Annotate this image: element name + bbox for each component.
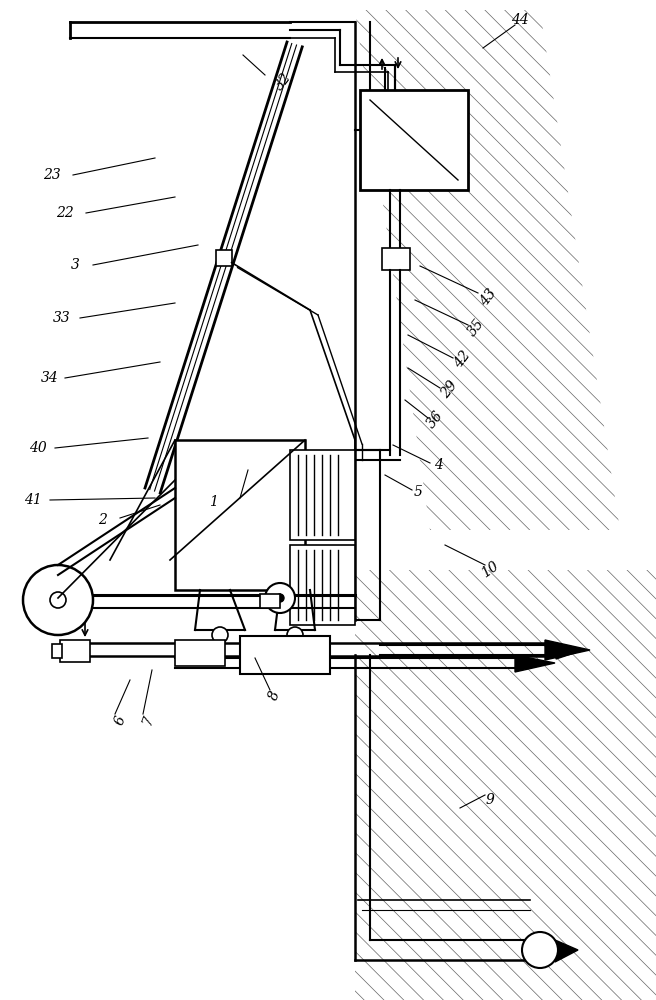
- Circle shape: [276, 594, 284, 602]
- Bar: [382, 248, 410, 270]
- Bar: [175, 440, 305, 590]
- Text: 1: 1: [209, 495, 217, 509]
- Bar: [290, 450, 355, 540]
- Bar: [360, 90, 468, 190]
- Bar: [175, 640, 225, 666]
- Text: 33: 33: [53, 311, 71, 325]
- Bar: [260, 594, 280, 608]
- Text: 23: 23: [43, 168, 61, 182]
- Bar: [60, 640, 90, 662]
- Polygon shape: [556, 643, 580, 659]
- Text: 3: 3: [71, 258, 79, 272]
- Text: 29: 29: [438, 379, 460, 401]
- Text: 32: 32: [272, 71, 294, 93]
- Circle shape: [212, 627, 228, 643]
- Polygon shape: [555, 940, 578, 962]
- Text: 34: 34: [41, 371, 59, 385]
- Text: 22: 22: [56, 206, 74, 220]
- Circle shape: [265, 583, 295, 613]
- Circle shape: [23, 565, 93, 635]
- Text: 2: 2: [98, 513, 108, 527]
- Text: 5: 5: [413, 485, 422, 499]
- Text: 7: 7: [140, 713, 156, 727]
- Bar: [240, 636, 330, 674]
- Circle shape: [287, 627, 303, 643]
- Text: 42: 42: [451, 349, 473, 371]
- Text: 36: 36: [424, 409, 446, 431]
- Text: 10: 10: [479, 559, 501, 581]
- Polygon shape: [515, 655, 555, 672]
- Text: 35: 35: [465, 317, 487, 339]
- Text: 43: 43: [477, 287, 499, 309]
- Text: 40: 40: [29, 441, 47, 455]
- Circle shape: [50, 592, 66, 608]
- Text: 8: 8: [267, 688, 283, 702]
- Circle shape: [522, 932, 558, 968]
- Text: 9: 9: [485, 793, 495, 807]
- Text: 44: 44: [511, 13, 529, 27]
- Bar: [52, 644, 62, 658]
- Bar: [216, 250, 232, 266]
- Text: 6: 6: [112, 713, 128, 727]
- Text: 41: 41: [24, 493, 42, 507]
- Text: 4: 4: [434, 458, 442, 472]
- Polygon shape: [545, 640, 590, 660]
- Bar: [290, 545, 355, 625]
